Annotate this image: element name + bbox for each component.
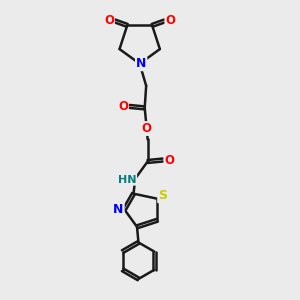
- Text: HN: HN: [118, 175, 136, 185]
- Text: N: N: [136, 57, 146, 70]
- Text: O: O: [104, 14, 114, 28]
- Text: S: S: [158, 189, 167, 202]
- Text: N: N: [113, 203, 124, 216]
- Text: O: O: [164, 154, 174, 166]
- Text: O: O: [118, 100, 128, 113]
- Text: O: O: [165, 14, 176, 28]
- Text: O: O: [141, 122, 151, 135]
